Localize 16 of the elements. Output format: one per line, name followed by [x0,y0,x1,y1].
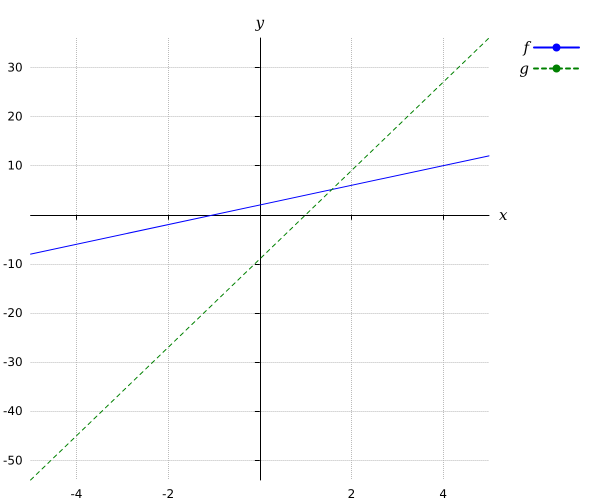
y-tick-label: 10 [7,158,23,173]
y-tick-label: -50 [2,453,23,468]
x-tick-label: 4 [439,487,447,500]
y-axis-title: y [254,14,265,32]
y-tick-label: -40 [2,404,23,418]
legend-label: g [519,60,529,78]
y-tick-label: -30 [2,355,23,370]
x-axis-title: x [499,206,508,224]
x-tick-label: -4 [70,487,82,500]
x-tick-label: -2 [162,487,174,500]
y-tick-label: -20 [2,306,23,320]
legend-label: f [522,38,532,56]
y-tick-label: 30 [7,60,23,74]
y-tick-label: 20 [7,110,23,124]
y-tick-label: -10 [2,256,23,271]
x-tick-label: 2 [348,487,356,500]
